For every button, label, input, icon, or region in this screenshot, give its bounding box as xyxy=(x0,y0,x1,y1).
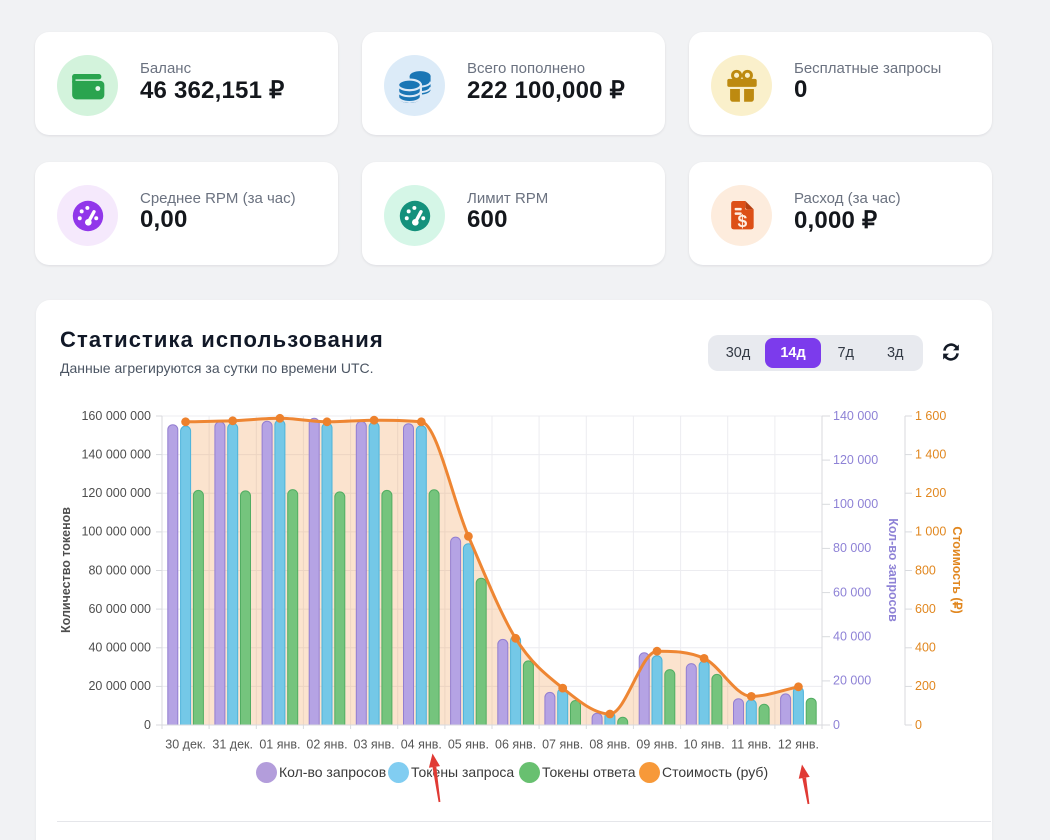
svg-text:1 600: 1 600 xyxy=(915,409,946,423)
svg-text:31 дек.: 31 дек. xyxy=(212,738,253,752)
svg-text:100 000 000: 100 000 000 xyxy=(81,525,151,539)
svg-text:Стоимость (₽): Стоимость (₽) xyxy=(950,526,964,613)
svg-text:20 000: 20 000 xyxy=(833,674,871,688)
svg-text:140 000 000: 140 000 000 xyxy=(81,447,151,461)
svg-text:02 янв.: 02 янв. xyxy=(306,738,347,752)
svg-text:120 000 000: 120 000 000 xyxy=(81,486,151,500)
svg-text:03 янв.: 03 янв. xyxy=(354,738,395,752)
svg-text:0: 0 xyxy=(833,718,840,732)
svg-text:Количество токенов: Количество токенов xyxy=(59,507,73,633)
svg-text:80 000 000: 80 000 000 xyxy=(88,563,151,577)
svg-text:07 янв.: 07 янв. xyxy=(542,738,583,752)
svg-text:600: 600 xyxy=(915,602,936,616)
svg-text:800: 800 xyxy=(915,563,936,577)
svg-text:160 000 000: 160 000 000 xyxy=(81,409,151,423)
svg-text:60 000: 60 000 xyxy=(833,585,871,599)
svg-text:40 000 000: 40 000 000 xyxy=(88,641,151,655)
svg-text:1 200: 1 200 xyxy=(915,486,946,500)
svg-text:Кол-во запросов: Кол-во запросов xyxy=(886,518,900,622)
svg-text:20 000 000: 20 000 000 xyxy=(88,679,151,693)
svg-text:0: 0 xyxy=(915,718,922,732)
svg-text:60 000 000: 60 000 000 xyxy=(88,602,151,616)
svg-text:200: 200 xyxy=(915,679,936,693)
svg-text:12 янв.: 12 янв. xyxy=(778,738,819,752)
svg-text:1 000: 1 000 xyxy=(915,525,946,539)
svg-text:120 000: 120 000 xyxy=(833,453,878,467)
svg-text:04 янв.: 04 янв. xyxy=(401,738,442,752)
svg-text:01 янв.: 01 янв. xyxy=(259,738,300,752)
svg-text:$: $ xyxy=(737,211,747,231)
svg-text:30 дек.: 30 дек. xyxy=(165,738,206,752)
svg-text:06 янв.: 06 янв. xyxy=(495,738,536,752)
svg-text:11 янв.: 11 янв. xyxy=(731,738,771,752)
svg-text:1 400: 1 400 xyxy=(915,447,946,461)
svg-text:08 янв.: 08 янв. xyxy=(589,738,630,752)
svg-text:100 000: 100 000 xyxy=(833,497,878,511)
svg-text:10 янв.: 10 янв. xyxy=(684,738,725,752)
svg-text:140 000: 140 000 xyxy=(833,409,878,423)
svg-text:09 янв.: 09 янв. xyxy=(636,738,677,752)
svg-text:80 000: 80 000 xyxy=(833,541,871,555)
svg-text:05 янв.: 05 янв. xyxy=(448,738,489,752)
svg-text:400: 400 xyxy=(915,641,936,655)
svg-text:0: 0 xyxy=(144,718,151,732)
svg-text:40 000: 40 000 xyxy=(833,630,871,644)
